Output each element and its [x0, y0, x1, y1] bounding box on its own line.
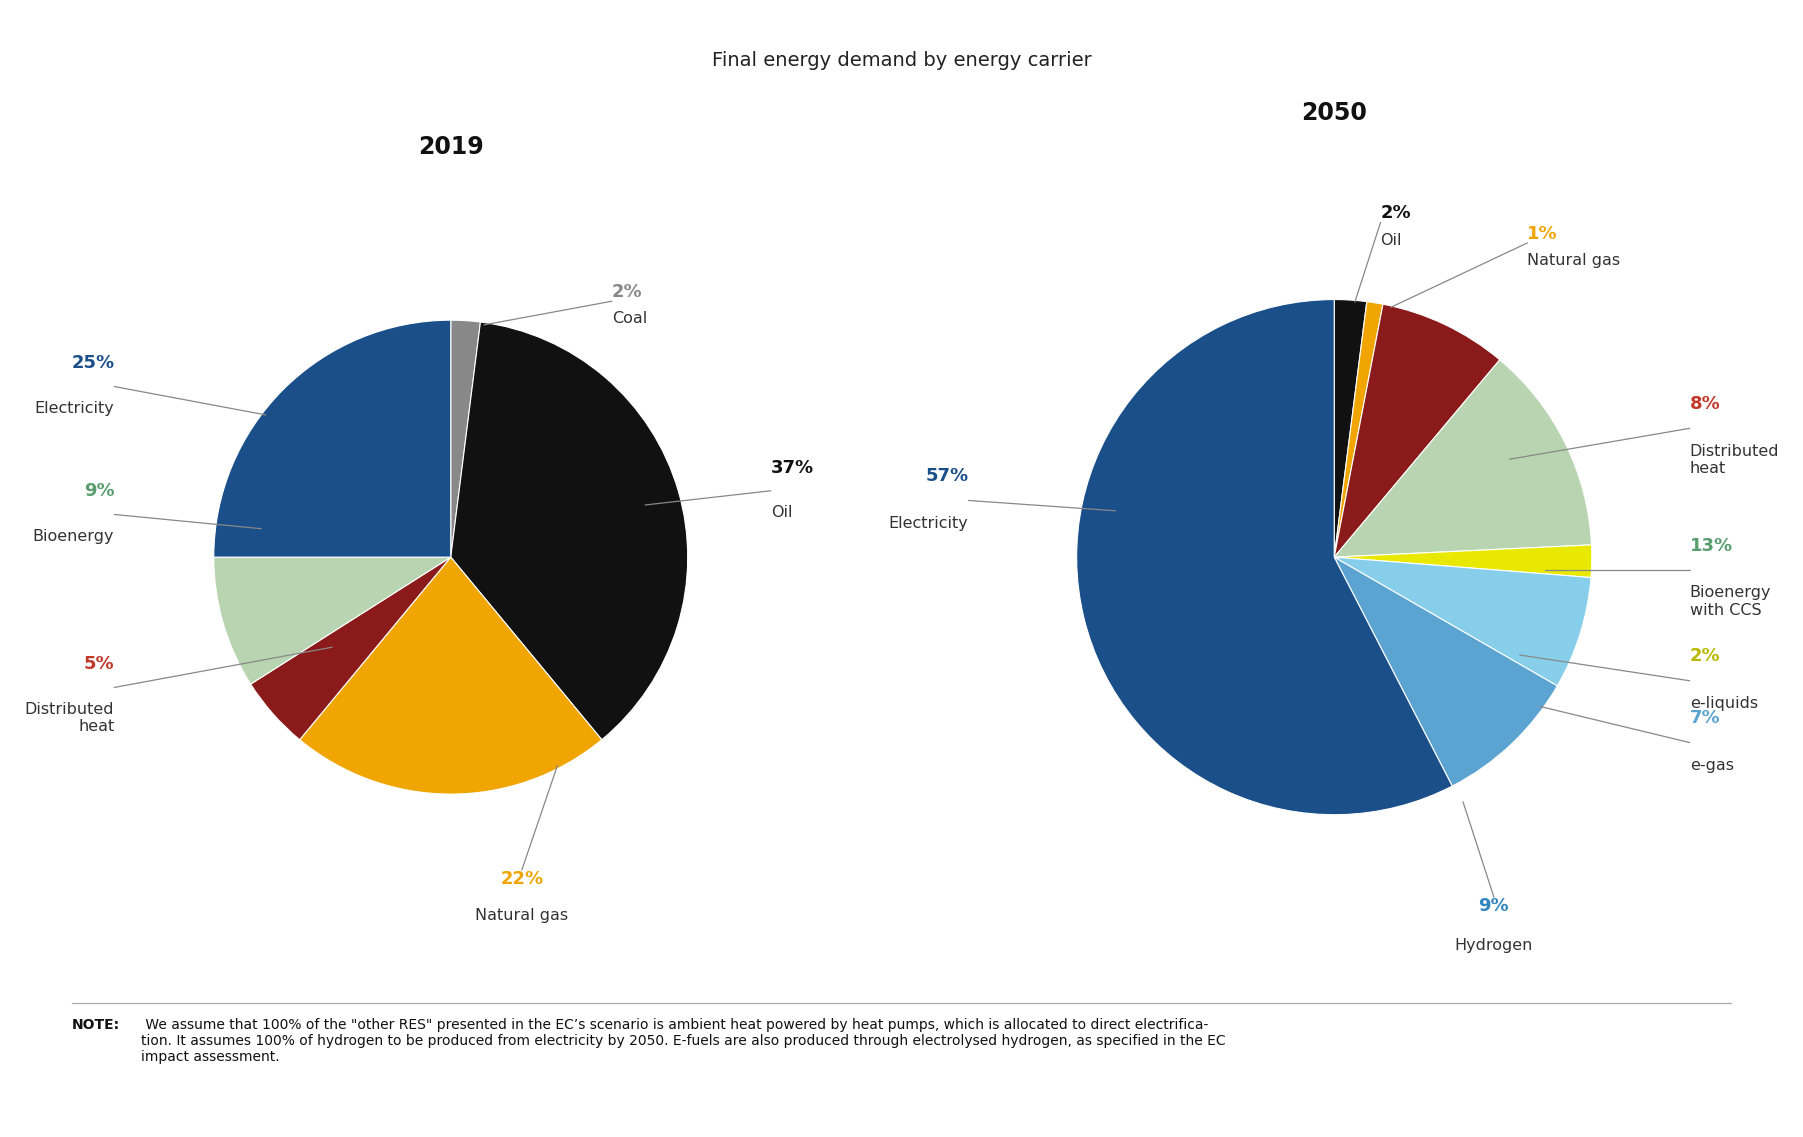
- Text: e-liquids: e-liquids: [1689, 696, 1758, 712]
- Text: 2%: 2%: [611, 283, 642, 301]
- Text: Distributed
heat: Distributed heat: [25, 702, 114, 735]
- Text: Oil: Oil: [1381, 233, 1403, 248]
- Title: 2019: 2019: [418, 135, 483, 159]
- Text: 25%: 25%: [70, 355, 114, 372]
- Text: 37%: 37%: [770, 458, 813, 476]
- Wedge shape: [1334, 557, 1558, 786]
- Title: 2050: 2050: [1302, 101, 1367, 125]
- Wedge shape: [251, 557, 451, 740]
- Wedge shape: [215, 557, 451, 684]
- Text: Coal: Coal: [611, 310, 647, 325]
- Text: We assume that 100% of the "other RES" presented in the EC’s scenario is ambient: We assume that 100% of the "other RES" p…: [141, 1018, 1226, 1064]
- Text: 22%: 22%: [499, 870, 543, 888]
- Wedge shape: [299, 557, 602, 794]
- Text: Natural gas: Natural gas: [476, 907, 568, 923]
- Wedge shape: [1334, 545, 1592, 578]
- Text: 1%: 1%: [1527, 225, 1558, 243]
- Text: Electricity: Electricity: [889, 516, 968, 531]
- Wedge shape: [451, 321, 480, 557]
- Text: 9%: 9%: [83, 482, 114, 500]
- Wedge shape: [1334, 557, 1590, 686]
- Text: 8%: 8%: [1689, 395, 1720, 413]
- Wedge shape: [1334, 299, 1367, 557]
- Wedge shape: [451, 322, 687, 740]
- Wedge shape: [1076, 299, 1451, 815]
- Wedge shape: [215, 321, 451, 557]
- Text: 2%: 2%: [1689, 647, 1720, 665]
- Text: 57%: 57%: [925, 467, 968, 485]
- Text: 7%: 7%: [1689, 709, 1720, 728]
- Text: Electricity: Electricity: [34, 400, 114, 416]
- Text: Distributed
heat: Distributed heat: [1689, 443, 1780, 476]
- Wedge shape: [1334, 301, 1383, 557]
- Text: Oil: Oil: [770, 505, 792, 520]
- Text: Hydrogen: Hydrogen: [1455, 938, 1533, 953]
- Text: Natural gas: Natural gas: [1527, 254, 1621, 268]
- Text: 5%: 5%: [83, 655, 114, 673]
- Wedge shape: [1334, 305, 1500, 557]
- Text: 13%: 13%: [1689, 537, 1733, 555]
- Text: NOTE:: NOTE:: [72, 1018, 121, 1031]
- Text: 9%: 9%: [1478, 897, 1509, 915]
- Text: Bioenergy: Bioenergy: [32, 529, 114, 543]
- Text: 2%: 2%: [1381, 205, 1412, 223]
- Text: Final energy demand by energy carrier: Final energy demand by energy carrier: [712, 51, 1091, 70]
- Text: Bioenergy
with CCS: Bioenergy with CCS: [1689, 586, 1771, 617]
- Text: e-gas: e-gas: [1689, 758, 1734, 773]
- Wedge shape: [1334, 359, 1592, 557]
